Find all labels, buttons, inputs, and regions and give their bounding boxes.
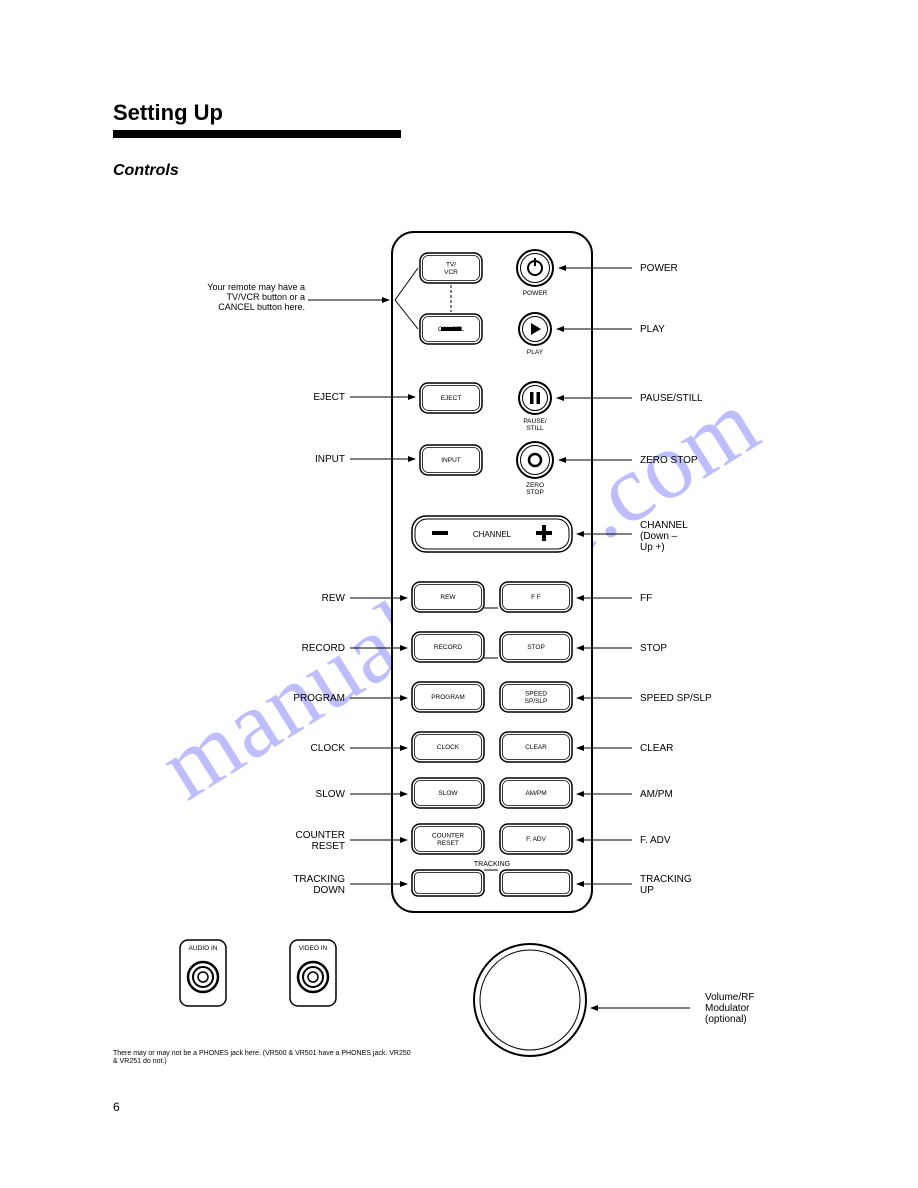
- svg-text:AM/PM: AM/PM: [525, 790, 546, 797]
- callout-eject: EJECT: [255, 392, 345, 403]
- callout-am-pm: AM/PM: [640, 789, 673, 800]
- callout-tv-vcr-note: Your remote may have a TV/VCR button or …: [155, 283, 305, 313]
- page-number: 6: [113, 1100, 120, 1114]
- channel-label: CHANNEL: [473, 530, 512, 539]
- callout-f-adv: F. ADV: [640, 835, 671, 846]
- callout-clock: CLOCK: [255, 743, 345, 754]
- callout-stop: STOP: [640, 643, 667, 654]
- svg-text:ZERO: ZERO: [526, 482, 544, 489]
- callout-power: POWER: [640, 263, 678, 274]
- svg-text:CLOCK: CLOCK: [437, 744, 460, 751]
- svg-text:SP/SLP: SP/SLP: [525, 698, 548, 705]
- svg-text:RESET: RESET: [437, 840, 459, 847]
- jack-audio-in: AUDIO IN: [180, 940, 226, 1006]
- manual-page: manualshive.com Setting Up Controls TV/V…: [0, 0, 918, 1188]
- callout-program: PROGRAM: [255, 693, 345, 704]
- callout-slow: SLOW: [255, 789, 345, 800]
- svg-text:EJECT: EJECT: [441, 395, 462, 402]
- svg-text:CLEAR: CLEAR: [525, 744, 547, 751]
- knob-arrow: [590, 1005, 690, 1011]
- svg-text:STOP: STOP: [527, 644, 545, 651]
- callout-trk-dn: TRACKING DOWN: [255, 874, 345, 896]
- svg-text:INPUT: INPUT: [441, 457, 461, 464]
- callout-play: PLAY: [640, 324, 665, 335]
- svg-text:REW: REW: [440, 594, 456, 601]
- svg-text:STILL: STILL: [526, 425, 544, 432]
- svg-text:TV/: TV/: [446, 261, 456, 268]
- callout-knob: Volume/RF Modulator (optional): [705, 992, 754, 1025]
- callout-record: RECORD: [255, 643, 345, 654]
- svg-text:VCR: VCR: [444, 269, 458, 276]
- callout-channel: CHANNEL (Down – Up +): [640, 520, 688, 553]
- svg-text:F F: F F: [531, 594, 541, 601]
- callout-rew: REW: [255, 593, 345, 604]
- callout-clear: CLEAR: [640, 743, 673, 754]
- svg-text:AUDIO IN: AUDIO IN: [189, 945, 218, 952]
- jack-video-in: VIDEO IN: [290, 940, 336, 1006]
- callout-zero-stop: ZERO STOP: [640, 455, 698, 466]
- volume-knob: [474, 944, 586, 1056]
- tracking-label: TRACKING: [474, 861, 510, 868]
- svg-text:RECORD: RECORD: [434, 644, 462, 651]
- svg-text:SLOW: SLOW: [438, 790, 458, 797]
- callout-pause: PAUSE/STILL: [640, 393, 703, 404]
- callout-trk-up: TRACKING UP: [640, 874, 692, 896]
- svg-text:CANCEL: CANCEL: [438, 326, 465, 333]
- remote-body: [392, 232, 592, 912]
- svg-text:VIDEO IN: VIDEO IN: [299, 945, 328, 952]
- callout-speed: SPEED SP/SLP: [640, 693, 712, 704]
- svg-text:PROGRAM: PROGRAM: [431, 694, 465, 701]
- svg-text:PAUSE/: PAUSE/: [523, 418, 547, 425]
- callout-input: INPUT: [255, 454, 345, 465]
- svg-text:SPEED: SPEED: [525, 690, 547, 697]
- svg-text:STOP: STOP: [526, 489, 544, 496]
- callout-ff: FF: [640, 593, 652, 604]
- arrow-l-tv_vcr_note: [308, 297, 390, 303]
- svg-text:COUNTER: COUNTER: [432, 832, 464, 839]
- callout-counter: COUNTER RESET: [255, 830, 345, 852]
- phones-jack-note: There may or may not be a PHONES jack he…: [113, 1050, 413, 1066]
- svg-text:F. ADV: F. ADV: [526, 836, 547, 843]
- remote-diagram: TV/VCR CANCEL EJECT INPUT REW RECORD PROGRAM CL…: [0, 0, 918, 1188]
- svg-text:PLAY: PLAY: [527, 349, 544, 356]
- svg-text:POWER: POWER: [523, 290, 548, 297]
